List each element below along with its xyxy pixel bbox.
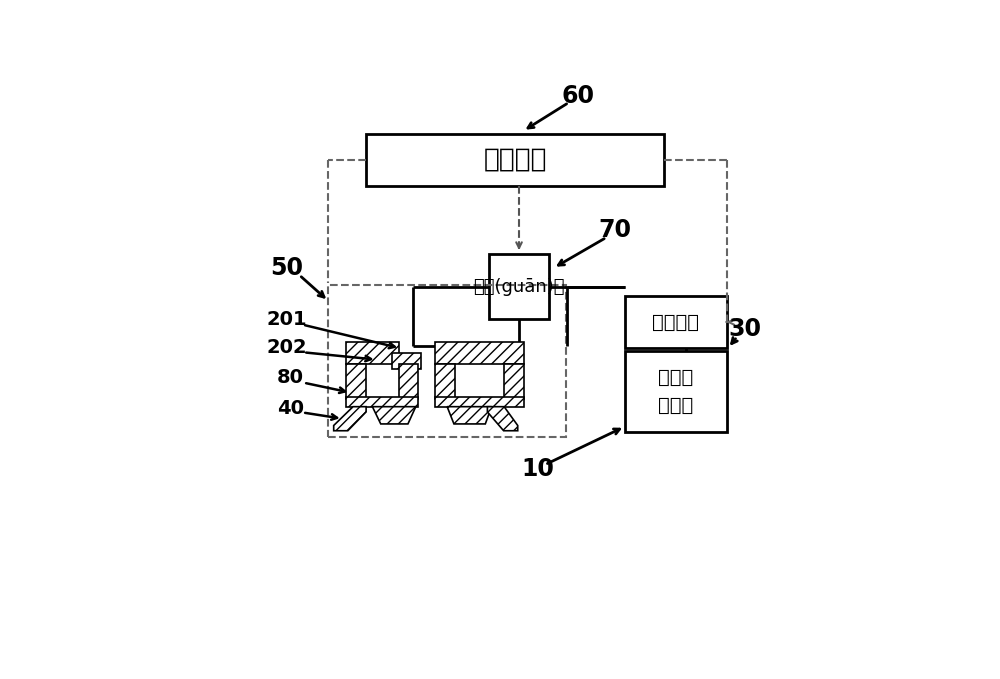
Text: 10: 10 <box>521 458 554 481</box>
Bar <box>625 296 727 348</box>
Bar <box>435 364 455 399</box>
Text: 控制單元: 控制單元 <box>483 147 547 173</box>
Text: 60: 60 <box>561 84 594 108</box>
Bar <box>346 342 399 364</box>
Text: 30: 30 <box>729 317 762 341</box>
Bar <box>399 364 418 399</box>
Text: 80: 80 <box>277 368 304 387</box>
Bar <box>392 353 421 369</box>
Bar <box>328 285 566 437</box>
Bar <box>435 342 524 364</box>
Text: 開關(guān)閥: 開關(guān)閥 <box>473 278 565 295</box>
Bar <box>346 397 418 407</box>
Bar <box>504 364 524 399</box>
Bar <box>346 364 366 399</box>
Polygon shape <box>447 407 492 424</box>
Bar <box>625 351 727 432</box>
Bar <box>489 254 549 319</box>
Text: 泵送單元: 泵送單元 <box>652 312 699 331</box>
Polygon shape <box>334 407 366 430</box>
Text: 201: 201 <box>266 310 307 329</box>
Bar <box>435 397 524 407</box>
Text: 50: 50 <box>270 256 303 280</box>
Text: 液氮存
儲單元: 液氮存 儲單元 <box>658 368 694 415</box>
Text: 70: 70 <box>598 219 631 242</box>
Polygon shape <box>372 407 416 424</box>
Text: 202: 202 <box>266 337 307 356</box>
Text: 40: 40 <box>277 399 304 418</box>
Bar <box>366 134 664 186</box>
Polygon shape <box>487 407 518 430</box>
